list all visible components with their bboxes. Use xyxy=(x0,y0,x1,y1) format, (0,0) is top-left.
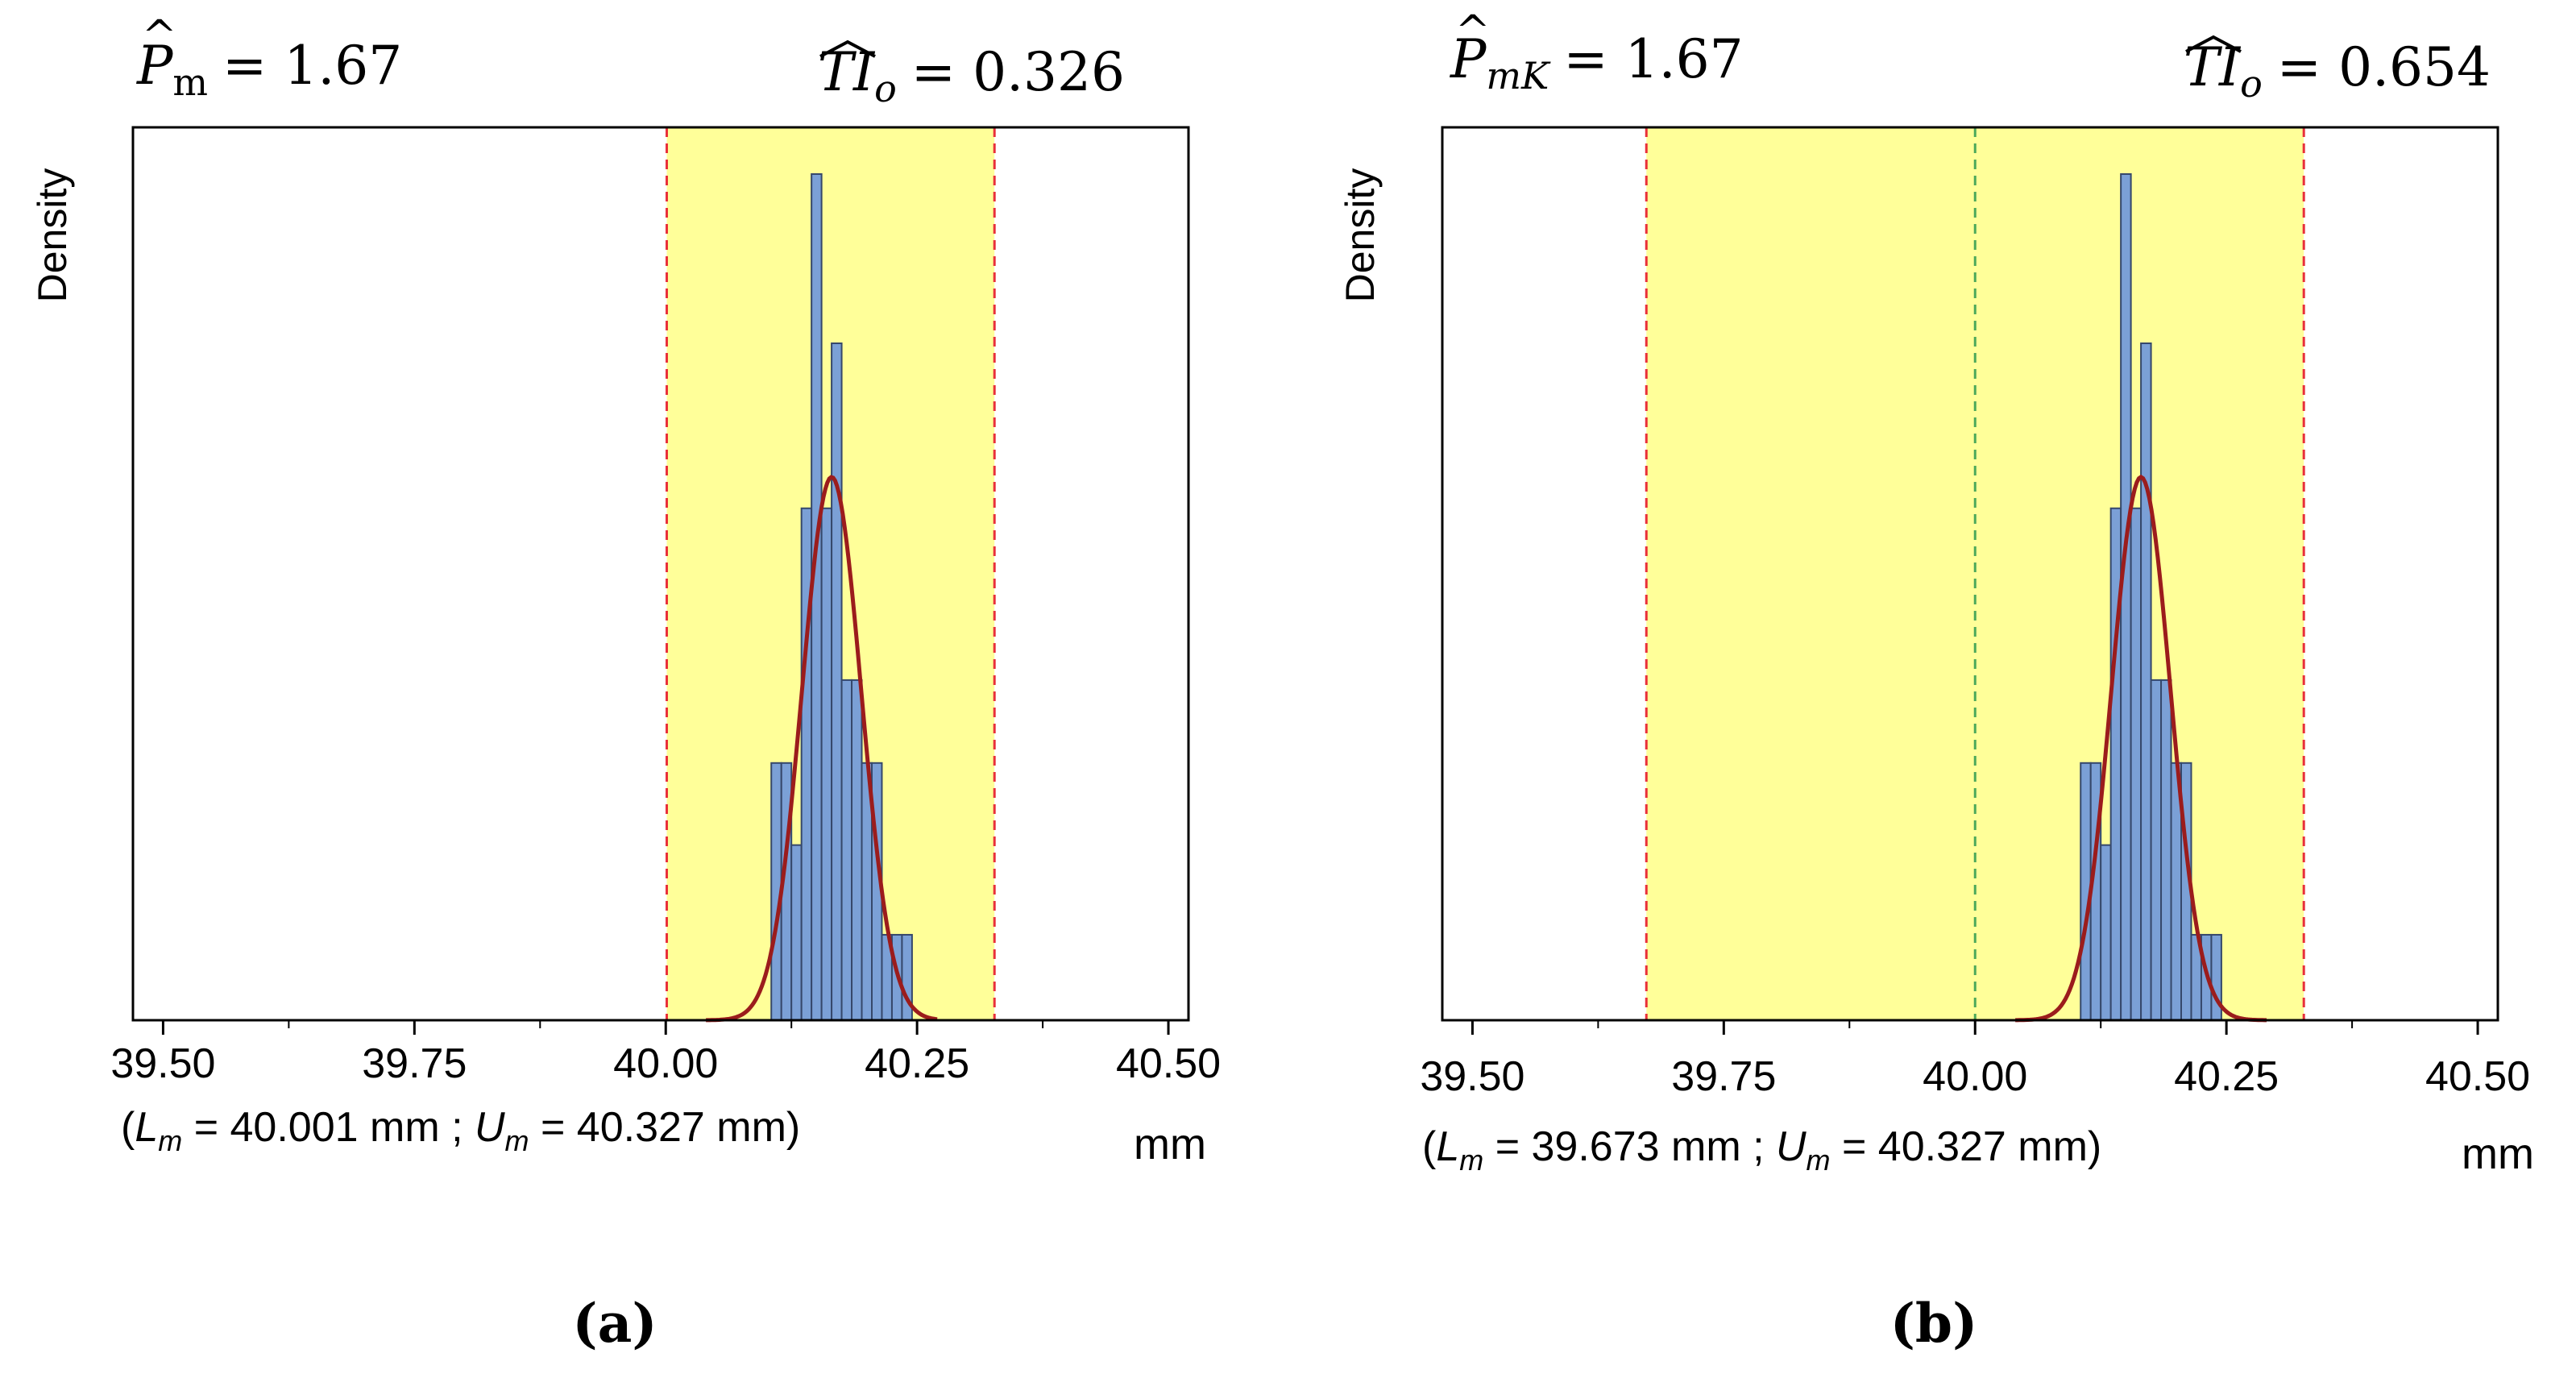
histogram-bar xyxy=(820,507,833,1021)
histogram-bar xyxy=(2150,679,2163,1022)
histogram-bar xyxy=(2160,679,2172,1022)
plot-area-a: 39.50 39.75 40.00 40.25 40.50 xyxy=(110,126,1221,1087)
histogram-bar xyxy=(811,173,823,1021)
stat-left: PmK = 1.67 xyxy=(1450,28,1744,98)
x-tick-label: 40.50 xyxy=(1116,1040,1221,1087)
histogram-bar xyxy=(2120,173,2132,1021)
limits-caption: (Lm = 40.001 mm ; Um = 40.327 mm) xyxy=(121,1104,800,1157)
x-tick-label: 40.25 xyxy=(2174,1053,2279,1100)
histogram-bar xyxy=(2100,844,2112,1022)
histogram-bar xyxy=(831,342,843,1021)
wide-hat-right xyxy=(819,39,876,58)
x-tick-label: 40.25 xyxy=(865,1040,969,1087)
density-curve xyxy=(2015,474,2267,1023)
x-tick-label: 39.75 xyxy=(362,1040,467,1087)
hat-left: ^ xyxy=(1455,7,1491,56)
x-tick-label: 40.00 xyxy=(613,1040,718,1087)
x-axis-unit: mm xyxy=(1134,1120,1206,1169)
histogram-bar xyxy=(790,844,803,1022)
stat-left: Pm = 1.67 xyxy=(136,35,402,104)
histogram-bar xyxy=(840,679,853,1022)
x-tick-label: 39.50 xyxy=(110,1040,215,1087)
plot-frame xyxy=(131,126,1190,1022)
histogram-bar xyxy=(2130,507,2143,1021)
histogram-bar xyxy=(851,679,863,1022)
y-axis-label: Density xyxy=(1338,168,1383,303)
stat-right: TIo = 0.654 xyxy=(2184,36,2491,106)
x-tick-label: 39.75 xyxy=(1671,1053,1776,1100)
x-tick-label: 40.50 xyxy=(2425,1053,2530,1100)
x-axis-unit: mm xyxy=(2462,1130,2534,1178)
plot-frame xyxy=(1441,126,2499,1022)
histogram-bar xyxy=(2140,342,2152,1021)
x-tick-label: 39.50 xyxy=(1420,1053,1524,1100)
density-curve xyxy=(706,475,938,1023)
panel-a: Pm = 1.67 ^ TIo = 0.326 Density 39.50 39.75… xyxy=(30,12,1221,1355)
plot-area-b: 39.50 39.75 40.00 40.25 40.50 xyxy=(1420,126,2530,1100)
wide-hat-right xyxy=(2185,35,2242,53)
panel-label-a: (a) xyxy=(572,1292,657,1355)
x-tick-label: 40.00 xyxy=(1923,1053,2027,1100)
panel-b: PmK = 1.67 ^ TIo = 0.654 Density 39.50 39.7… xyxy=(1338,7,2534,1355)
hat-left: ^ xyxy=(142,12,177,60)
panel-label-b: (b) xyxy=(1890,1292,1978,1355)
limits-caption: (Lm = 39.673 mm ; Um = 40.327 mm) xyxy=(1422,1123,2101,1177)
y-axis-label: Density xyxy=(30,168,75,303)
